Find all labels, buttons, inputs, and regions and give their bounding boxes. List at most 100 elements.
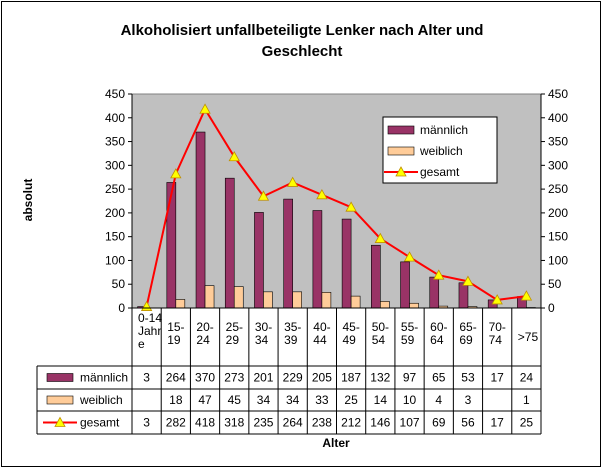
- marker-gesamt: [257, 190, 270, 201]
- marker-gesamt: [316, 188, 328, 200]
- y-tick-label-left: 400: [105, 111, 125, 125]
- table-cell: 34: [257, 393, 271, 407]
- bar-weiblich: [350, 295, 361, 309]
- y-tick-label-left: 0: [118, 301, 125, 315]
- table-cell: 17: [490, 416, 504, 430]
- legend-key-2-marker: [395, 166, 407, 177]
- y-tick-label-right: 450: [548, 87, 568, 101]
- line-gesamt: [145, 107, 527, 307]
- bar-maennlich: [458, 282, 469, 309]
- table-cell: 282: [166, 416, 186, 430]
- table-cell: 4: [435, 393, 442, 407]
- bar-maennlich: [312, 210, 323, 309]
- table-cell: 187: [341, 371, 361, 385]
- category-label: Jahr: [138, 324, 161, 338]
- marker-gesamt: [520, 290, 533, 301]
- legend-key-1: [387, 146, 415, 156]
- y-tick-label-left: 50: [112, 277, 126, 291]
- y-tick-label-left: 450: [105, 87, 125, 101]
- y-tick-label-right: 0: [548, 301, 555, 315]
- bar-weiblich: [409, 302, 419, 309]
- y-tick-label-left: 150: [105, 230, 125, 244]
- bar-maennlich: [283, 198, 293, 309]
- table-cell: 264: [166, 371, 186, 385]
- legend-label: gesamt: [420, 165, 460, 179]
- bar-weiblich: [263, 291, 273, 309]
- y-tick-label-right: 300: [548, 158, 568, 172]
- category-label: 50-: [372, 320, 389, 334]
- bar-weiblich: [380, 301, 390, 309]
- y-tick-label-left: 300: [105, 158, 125, 172]
- chart-title-line-2: Geschlecht: [262, 43, 343, 60]
- category-label: 29: [226, 333, 240, 347]
- category-label: 34: [255, 333, 269, 347]
- bar-weiblich: [292, 291, 302, 309]
- table-key-1: [46, 395, 74, 405]
- bar-weiblich: [321, 292, 332, 309]
- category-label: 59: [401, 333, 415, 347]
- table-cell: 132: [370, 371, 390, 385]
- y-tick-label-right: 400: [548, 111, 568, 125]
- table-series-name: gesamt: [80, 416, 120, 430]
- marker-gesamt: [462, 275, 474, 286]
- category-label: 64: [430, 333, 444, 347]
- bar-weiblich: [204, 285, 215, 309]
- category-label: 44: [313, 333, 327, 347]
- y-tick-label-right: 50: [548, 277, 562, 291]
- y-tick-label-right: 150: [548, 230, 568, 244]
- legend-key-0: [387, 125, 415, 135]
- table-cell: 107: [400, 416, 420, 430]
- category-label: 19: [167, 333, 181, 347]
- bar-maennlich: [429, 276, 440, 309]
- x-axis-title: Alter: [322, 436, 350, 450]
- table-cell: 229: [283, 371, 303, 385]
- table-cell: 1: [523, 393, 530, 407]
- legend-label: weiblich: [419, 144, 463, 158]
- y-tick-label-left: 250: [105, 182, 125, 196]
- y-tick-label-right: 200: [548, 206, 568, 220]
- table-cell: 370: [195, 371, 215, 385]
- category-label: 0-14: [138, 311, 162, 325]
- category-label: 60-: [430, 320, 447, 334]
- table-cell: 47: [198, 393, 212, 407]
- category-label: 35-: [284, 320, 301, 334]
- bar-weiblich: [233, 286, 244, 309]
- table-cell: 24: [520, 371, 534, 385]
- table-cell: 33: [315, 393, 329, 407]
- bar-maennlich: [224, 177, 235, 309]
- marker-gesamt: [199, 103, 211, 114]
- category-label: 65-: [459, 320, 476, 334]
- table-cell: 45: [228, 393, 242, 407]
- marker-gesamt: [345, 201, 357, 212]
- category-label: 24: [196, 333, 210, 347]
- bar-weiblich: [175, 299, 186, 309]
- table-cell: 3: [143, 416, 150, 430]
- table-cell: 212: [341, 416, 361, 430]
- bar-maennlich: [371, 244, 381, 309]
- table-cell: 3: [143, 371, 150, 385]
- table-cell: 53: [461, 371, 475, 385]
- table-cell: 65: [432, 371, 446, 385]
- y-tick-label-right: 100: [548, 253, 568, 267]
- bar-maennlich: [341, 218, 352, 309]
- y-tick-label-left: 200: [105, 206, 125, 220]
- table-cell: 25: [344, 393, 358, 407]
- marker-gesamt: [403, 251, 416, 262]
- category-label: >75: [518, 330, 539, 344]
- table-cell: 25: [520, 416, 534, 430]
- table-cell: 264: [283, 416, 303, 430]
- category-label: 55-: [401, 320, 418, 334]
- table-series-name: männlich: [80, 371, 128, 385]
- table-cell: 56: [461, 416, 475, 430]
- category-label: 39: [284, 333, 298, 347]
- marker-gesamt: [433, 269, 445, 280]
- table-cell: 238: [312, 416, 332, 430]
- marker-gesamt: [374, 232, 387, 243]
- table-cell: 69: [432, 416, 446, 430]
- bar-maennlich: [195, 131, 206, 309]
- bar-maennlich: [166, 182, 177, 309]
- table-cell: 318: [224, 416, 244, 430]
- table-cell: 418: [195, 416, 215, 430]
- marker-gesamt: [170, 168, 182, 179]
